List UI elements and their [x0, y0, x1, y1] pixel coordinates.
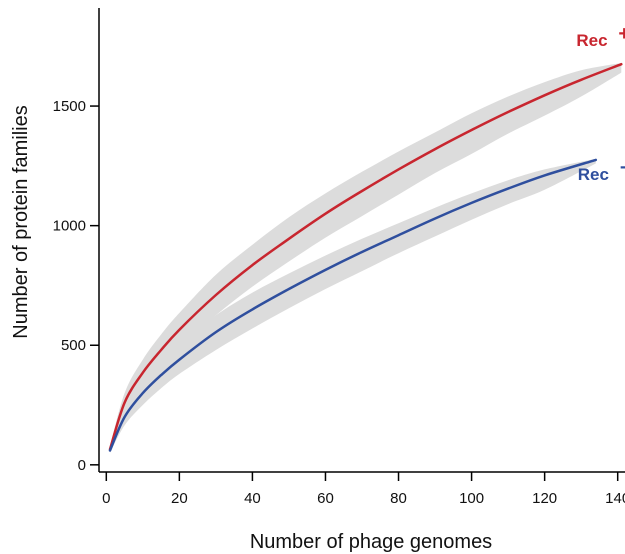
- x-tick-label-7: 140: [605, 490, 625, 507]
- y-ticks: 0 500 1000 1500: [53, 98, 99, 474]
- y-axis-title: Number of protein families: [10, 105, 32, 338]
- x-tick-label-6: 120: [532, 490, 557, 507]
- series-lines: [108, 62, 623, 452]
- y-tick-label-3: 1500: [53, 98, 86, 115]
- x-ticks: 0 20 40 60 80 100 120 140: [102, 472, 625, 507]
- series-label-0: Rec: [576, 31, 607, 50]
- series-line-1: [108, 158, 598, 452]
- series-labels: Rec+Rec−: [576, 23, 625, 184]
- confidence-band-1: [110, 158, 596, 453]
- series-line-0: [108, 62, 623, 451]
- series-label-1: Rec: [578, 165, 609, 184]
- confidence-bands: [110, 63, 622, 453]
- x-tick-label-0: 0: [102, 490, 110, 507]
- x-tick-label-3: 60: [317, 490, 334, 507]
- x-tick-label-4: 80: [390, 490, 407, 507]
- y-tick-label-1: 500: [61, 337, 86, 354]
- series-label-sign-1: −: [620, 157, 625, 179]
- x-axis-title: Number of phage genomes: [250, 531, 492, 553]
- x-tick-label-5: 100: [459, 490, 484, 507]
- axes: [98, 8, 625, 473]
- x-tick-label-1: 20: [171, 490, 188, 507]
- y-tick-label-2: 1000: [53, 218, 86, 235]
- x-tick-label-2: 40: [244, 490, 261, 507]
- y-tick-label-0: 0: [78, 457, 86, 474]
- confidence-band-0: [110, 63, 622, 452]
- series-label-sign-0: +: [618, 23, 625, 45]
